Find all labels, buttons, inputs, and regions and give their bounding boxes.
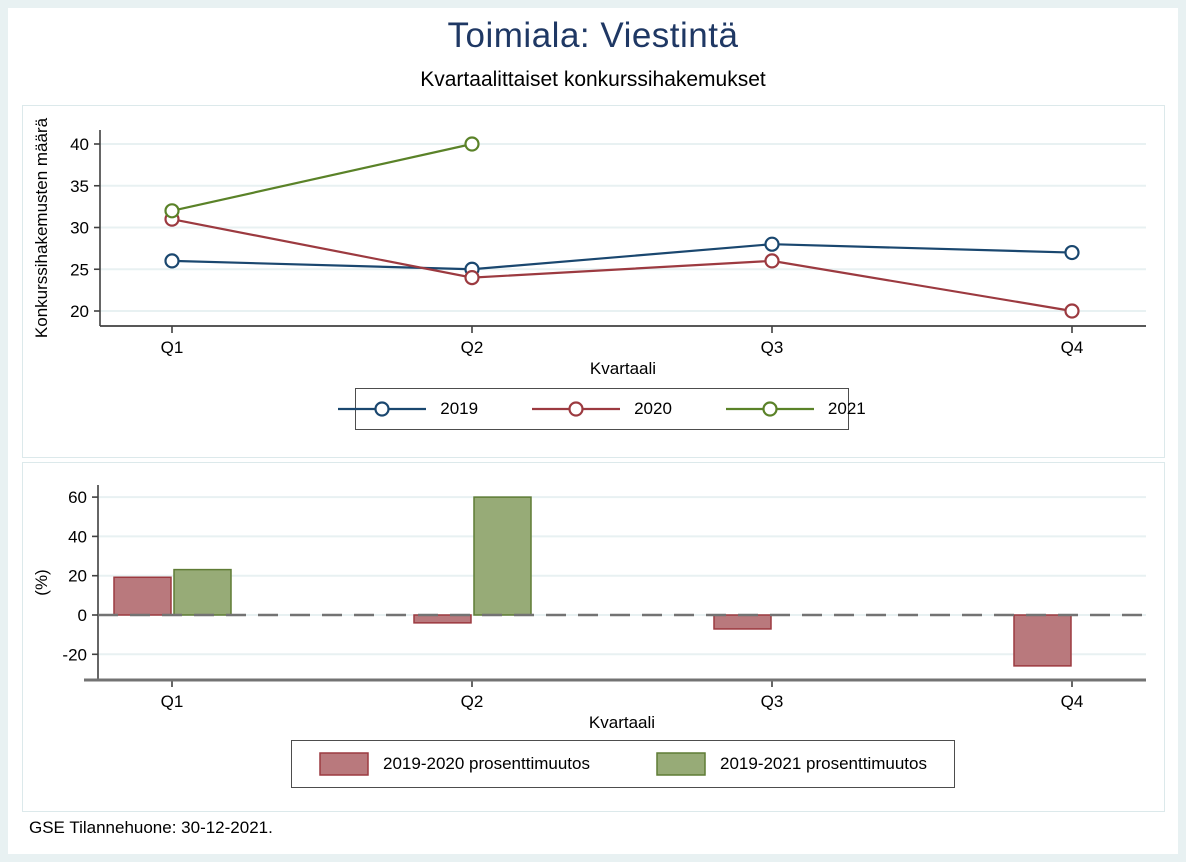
svg-text:Q3: Q3 xyxy=(761,338,784,357)
line-marker-icon xyxy=(725,401,814,417)
legend-entry-2020: 2020 xyxy=(532,399,672,419)
bar-swatch-icon xyxy=(656,752,706,776)
svg-text:Q2: Q2 xyxy=(461,338,484,357)
legend-label: 2019-2020 prosenttimuutos xyxy=(383,754,590,773)
legend-label: 2020 xyxy=(634,399,672,418)
line-marker-icon xyxy=(532,401,621,417)
svg-text:Q1: Q1 xyxy=(161,692,184,711)
legend-label: 2019 xyxy=(440,399,479,418)
svg-text:Q1: Q1 xyxy=(161,338,184,357)
page-title: Toimiala: Viestintä xyxy=(447,16,739,55)
legend-label: 2021 xyxy=(827,399,866,418)
svg-text:Konkurssihakemusten määrä: Konkurssihakemusten määrä xyxy=(32,117,51,338)
svg-text:Q4: Q4 xyxy=(1061,692,1084,711)
legend-entry-2019-2020: 2019-2020 prosenttimuutos xyxy=(319,752,590,776)
svg-text:25: 25 xyxy=(70,260,89,279)
svg-text:Q4: Q4 xyxy=(1061,338,1084,357)
svg-text:Q2: Q2 xyxy=(461,692,484,711)
bar-chart-legend: 2019-2020 prosenttimuutos 2019-2021 pros… xyxy=(291,740,955,788)
legend-entry-2019: 2019 xyxy=(338,399,478,419)
svg-text:40: 40 xyxy=(68,527,87,546)
svg-text:40: 40 xyxy=(70,135,89,154)
legend-label: 2019-2021 prosenttimuutos xyxy=(720,754,927,773)
svg-text:0: 0 xyxy=(78,606,87,625)
svg-text:Kvartaali: Kvartaali xyxy=(589,713,655,732)
svg-text:Q3: Q3 xyxy=(761,692,784,711)
svg-text:Kvartaali: Kvartaali xyxy=(590,359,656,378)
svg-text:60: 60 xyxy=(68,488,87,507)
svg-text:20: 20 xyxy=(68,567,87,586)
bar-chart-svg: -20 0 20 40 60 Q1 Q2 Q3 Q4 Kvartaali (%) xyxy=(32,485,1146,732)
bar-chart-panel: -20 0 20 40 60 Q1 Q2 Q3 Q4 Kvartaali (%) 2019-2020… xyxy=(22,462,1165,812)
legend-entry-2021: 2021 xyxy=(725,399,866,419)
line-chart-legend: 2019 2020 2021 xyxy=(338,388,866,430)
svg-text:20: 20 xyxy=(70,302,89,321)
source-note: GSE Tilannehuone: 30-12-2021. xyxy=(29,818,273,837)
svg-text:-20: -20 xyxy=(62,645,87,664)
line-chart-svg: 20 25 30 35 40 Q1 Q2 Q3 Q4 Kvartaali Konkurssihake… xyxy=(32,117,1146,378)
page-subtitle: Kvartaalittaiset konkurssihakemukset xyxy=(420,68,766,91)
bar-swatch-icon xyxy=(319,752,369,776)
line-chart-panel: 20 25 30 35 40 Q1 Q2 Q3 Q4 Kvartaali Konkurssihake… xyxy=(22,105,1165,458)
svg-text:(%): (%) xyxy=(32,569,51,595)
legend-entry-2019-2021: 2019-2021 prosenttimuutos xyxy=(656,752,927,776)
line-marker-icon xyxy=(338,401,427,417)
svg-text:35: 35 xyxy=(70,177,89,196)
svg-text:30: 30 xyxy=(70,219,89,238)
